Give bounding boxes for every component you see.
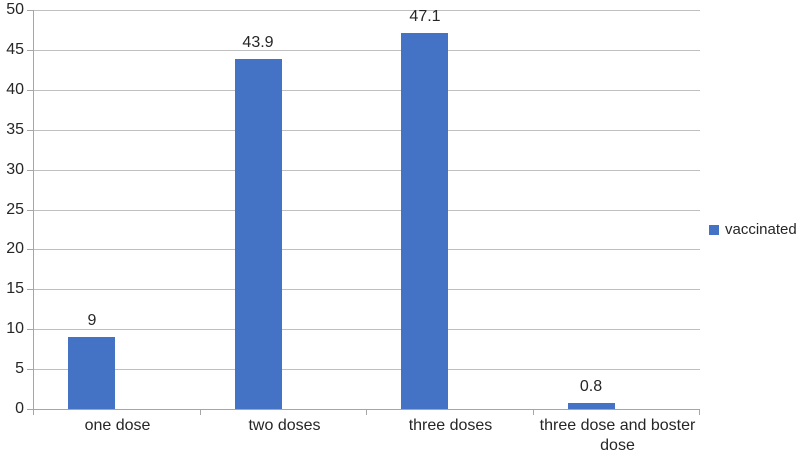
y-axis-tick-label: 35 [6,121,24,138]
x-axis-line [33,409,700,410]
y-tick-35 [27,130,33,131]
y-axis-tick-label: 25 [6,201,24,218]
legend-swatch-icon [709,225,719,235]
y-axis-tick-label: 10 [6,320,24,337]
y-axis-tick-label: 15 [6,280,24,297]
y-axis-tick-label: 40 [6,81,24,98]
y-axis-tick-label: 45 [6,41,24,58]
x-axis-category-label: three dose and boster dose [539,417,696,454]
gridline-15 [34,289,700,290]
x-axis-category-label: three doses [408,417,493,434]
y-tick-20 [27,249,33,250]
legend-label: vaccinated [725,221,797,238]
x-tick-2 [366,410,367,415]
bar-three-dose-and-boster-dose [568,403,615,409]
bar-data-label: 0.8 [579,378,603,395]
gridline-20 [34,249,700,250]
y-tick-0 [27,409,33,410]
x-tick-1 [200,410,201,415]
gridline-30 [34,170,700,171]
x-tick-3 [533,410,534,415]
y-tick-15 [27,289,33,290]
x-tick-0 [33,410,34,415]
gridline-35 [34,130,700,131]
x-axis-category-label: one dose [84,417,151,434]
legend: vaccinated [709,221,797,239]
bar-data-label: 47.1 [409,8,441,25]
y-tick-30 [27,170,33,171]
y-axis-tick-label: 50 [6,1,24,18]
y-tick-25 [27,210,33,211]
gridline-5 [34,369,700,370]
gridline-45 [34,50,700,51]
y-axis-tick-label: 20 [6,240,24,257]
gridline-40 [34,90,700,91]
bar-data-label: 9 [87,312,97,329]
gridline-50 [34,10,700,11]
y-tick-40 [27,90,33,91]
y-axis-tick-label: 5 [15,360,24,377]
bar-one-dose [68,337,115,409]
bar-two-doses [235,59,282,409]
x-tick-4 [699,410,700,415]
y-tick-5 [27,369,33,370]
y-tick-45 [27,50,33,51]
gridline-10 [34,329,700,330]
y-tick-10 [27,329,33,330]
y-tick-50 [27,10,33,11]
y-axis-tick-label: 30 [6,161,24,178]
x-axis-category-label: two doses [248,417,321,434]
gridline-25 [34,210,700,211]
bar-data-label: 43.9 [242,34,274,51]
y-axis-tick-label: 0 [15,400,24,417]
bar-three-doses [401,33,448,409]
y-axis-line [33,10,34,410]
